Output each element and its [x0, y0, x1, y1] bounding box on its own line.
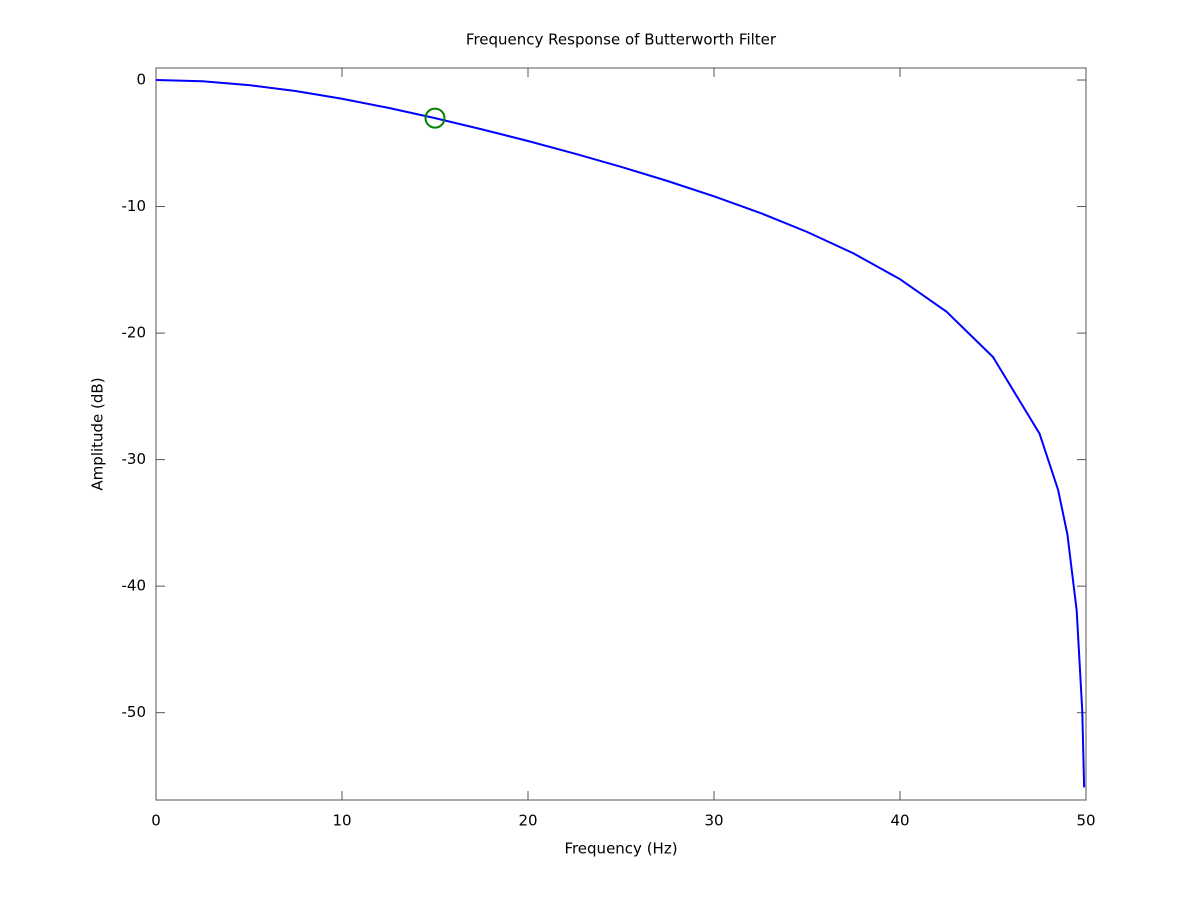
plot-frame [155, 67, 1087, 801]
x-tick-label: 40 [890, 812, 909, 830]
data-line [155, 79, 1086, 788]
chart-title: Frequency Response of Butterworth Filter [466, 31, 777, 49]
x-tick-label: 10 [332, 812, 351, 830]
x-tick-label: 20 [518, 812, 537, 830]
x-tick-label: 50 [1076, 812, 1095, 830]
highlight-marker [424, 107, 446, 129]
y-axis-label: Amplitude (dB) [89, 377, 107, 490]
y-tick-label: -30 [122, 450, 147, 468]
y-tick-label: -20 [122, 324, 147, 342]
x-axis-label: Frequency (Hz) [564, 840, 677, 858]
y-tick-label: -50 [122, 703, 147, 721]
y-tick-label: -10 [122, 197, 147, 215]
x-tick-label: 0 [151, 812, 161, 830]
y-tick-label: -40 [122, 577, 147, 595]
x-tick-label: 30 [704, 812, 723, 830]
y-tick-label: 0 [136, 71, 146, 89]
